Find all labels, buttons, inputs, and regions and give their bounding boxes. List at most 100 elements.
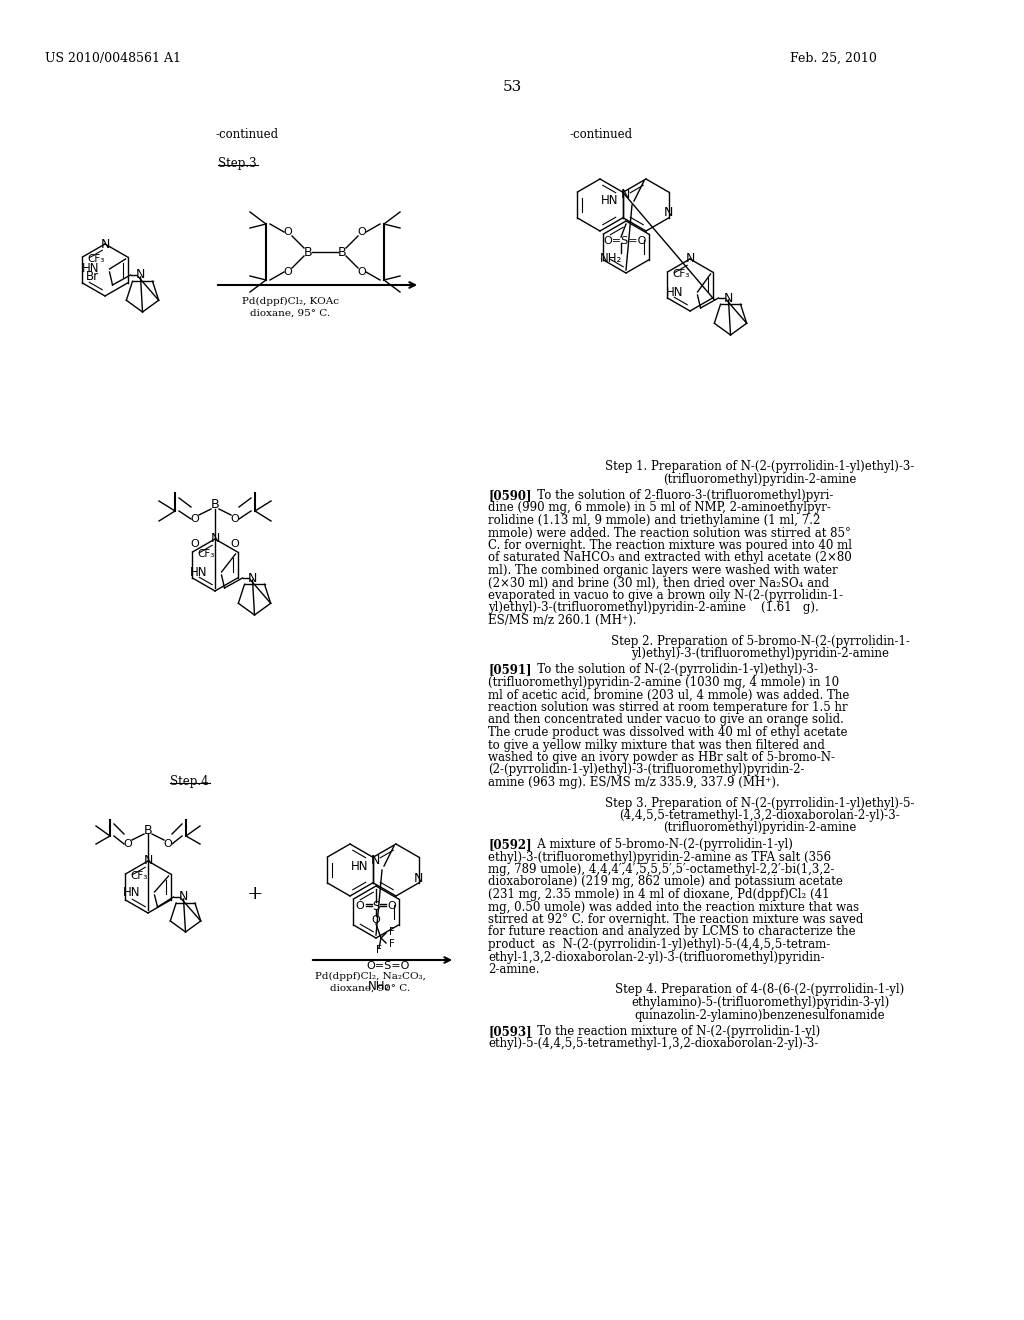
Text: yl)ethyl)-3-(trifluoromethyl)pyridin-2-amine    (1.61   g).: yl)ethyl)-3-(trifluoromethyl)pyridin-2-a…: [488, 602, 819, 615]
Text: N: N: [685, 252, 694, 265]
Text: O: O: [357, 267, 367, 277]
Text: O: O: [230, 513, 240, 524]
Text: [0592]: [0592]: [488, 838, 531, 851]
Text: ethyl)-3-(trifluoromethyl)pyridin-2-amine as TFA salt (356: ethyl)-3-(trifluoromethyl)pyridin-2-amin…: [488, 850, 831, 863]
Text: quinazolin-2-ylamino)benzenesulfonamide: quinazolin-2-ylamino)benzenesulfonamide: [635, 1008, 886, 1022]
Text: Step 1. Preparation of N-(2-(pyrrolidin-1-yl)ethyl)-3-: Step 1. Preparation of N-(2-(pyrrolidin-…: [605, 459, 914, 473]
Text: To the solution of N-(2-(pyrrolidin-1-yl)ethyl)-3-: To the solution of N-(2-(pyrrolidin-1-yl…: [526, 664, 818, 676]
Text: F: F: [376, 945, 382, 954]
Text: N: N: [621, 189, 630, 202]
Text: (2-(pyrrolidin-1-yl)ethyl)-3-(trifluoromethyl)pyridin-2-: (2-(pyrrolidin-1-yl)ethyl)-3-(trifluorom…: [488, 763, 805, 776]
Text: and then concentrated under vacuo to give an orange solid.: and then concentrated under vacuo to giv…: [488, 714, 844, 726]
Text: ethylamino)-5-(trifluoromethyl)pyridin-3-yl): ethylamino)-5-(trifluoromethyl)pyridin-3…: [631, 997, 889, 1008]
Text: To the solution of 2-fluoro-3-(trifluoromethyl)pyri-: To the solution of 2-fluoro-3-(trifluoro…: [526, 488, 834, 502]
Text: N: N: [371, 854, 380, 866]
Text: 53: 53: [503, 81, 521, 94]
Text: O: O: [190, 539, 200, 549]
Text: HN: HN: [666, 285, 683, 298]
Text: HN: HN: [82, 263, 99, 276]
Text: HN: HN: [190, 565, 208, 578]
Text: O: O: [388, 902, 396, 911]
Text: N: N: [136, 268, 145, 281]
Text: A mixture of 5-bromo-N-(2-(pyrrolidin-1-yl): A mixture of 5-bromo-N-(2-(pyrrolidin-1-…: [526, 838, 793, 851]
Text: evaporated in vacuo to give a brown oily N-(2-(pyrrolidin-1-: evaporated in vacuo to give a brown oily…: [488, 589, 843, 602]
Text: ES/MS m/z 260.1 (MH⁺).: ES/MS m/z 260.1 (MH⁺).: [488, 614, 637, 627]
Text: HN: HN: [350, 859, 368, 873]
Text: Pd(dppf)Cl₂, KOAc: Pd(dppf)Cl₂, KOAc: [242, 297, 339, 306]
Text: US 2010/0048561 A1: US 2010/0048561 A1: [45, 51, 181, 65]
Text: yl)ethyl)-3-(trifluoromethyl)pyridin-2-amine: yl)ethyl)-3-(trifluoromethyl)pyridin-2-a…: [631, 647, 889, 660]
Text: 2-amine.: 2-amine.: [488, 964, 540, 975]
Text: O: O: [230, 539, 240, 549]
Text: B: B: [143, 824, 153, 837]
Text: NH₂: NH₂: [600, 252, 623, 265]
Text: B: B: [338, 246, 346, 259]
Text: Step.3: Step.3: [218, 157, 257, 170]
Text: [0590]: [0590]: [488, 488, 531, 502]
Text: (trifluoromethyl)pyridin-2-amine: (trifluoromethyl)pyridin-2-amine: [664, 473, 857, 486]
Text: CF₃: CF₃: [130, 871, 147, 880]
Text: Step 2. Preparation of 5-bromo-N-(2-(pyrrolidin-1-: Step 2. Preparation of 5-bromo-N-(2-(pyr…: [610, 635, 909, 648]
Text: for future reaction and analyzed by LCMS to characterize the: for future reaction and analyzed by LCMS…: [488, 925, 856, 939]
Text: O=S=O: O=S=O: [603, 236, 646, 246]
Text: Step.4: Step.4: [170, 775, 209, 788]
Text: O: O: [124, 840, 132, 849]
Text: [0593]: [0593]: [488, 1026, 531, 1038]
Text: to give a yellow milky mixture that was then filtered and: to give a yellow milky mixture that was …: [488, 738, 825, 751]
Text: (trifluoromethyl)pyridin-2-amine: (trifluoromethyl)pyridin-2-amine: [664, 821, 857, 834]
Text: -continued: -continued: [570, 128, 633, 141]
Text: Feb. 25, 2010: Feb. 25, 2010: [790, 51, 877, 65]
Text: mg, 789 umole), 4,4,4′,4′,5,5,5′,5′-octamethyl-2,2′-bi(1,3,2-: mg, 789 umole), 4,4,4′,4′,5,5,5′,5′-octa…: [488, 863, 835, 876]
Text: F: F: [389, 927, 395, 937]
Text: rolidine (1.13 ml, 9 mmole) and triethylamine (1 ml, 7.2: rolidine (1.13 ml, 9 mmole) and triethyl…: [488, 513, 820, 527]
Text: O: O: [190, 513, 200, 524]
Text: [0591]: [0591]: [488, 664, 531, 676]
Text: N: N: [724, 292, 733, 305]
Text: stirred at 92° C. for overnight. The reaction mixture was saved: stirred at 92° C. for overnight. The rea…: [488, 913, 863, 927]
Text: (4,4,5,5-tetramethyl-1,3,2-dioxaborolan-2-yl)-3-: (4,4,5,5-tetramethyl-1,3,2-dioxaborolan-…: [620, 809, 900, 822]
Text: (2×30 ml) and brine (30 ml), then dried over Na₂SO₄ and: (2×30 ml) and brine (30 ml), then dried …: [488, 577, 829, 590]
Text: ml of acetic acid, bromine (203 ul, 4 mmole) was added. The: ml of acetic acid, bromine (203 ul, 4 mm…: [488, 689, 849, 701]
Text: product  as  N-(2-(pyrrolidin-1-yl)ethyl)-5-(4,4,5,5-tetram-: product as N-(2-(pyrrolidin-1-yl)ethyl)-…: [488, 939, 830, 950]
Text: C. for overnight. The reaction mixture was poured into 40 ml: C. for overnight. The reaction mixture w…: [488, 539, 852, 552]
Text: of saturated NaHCO₃ and extracted with ethyl acetate (2×80: of saturated NaHCO₃ and extracted with e…: [488, 552, 852, 565]
Text: The crude product was dissolved with 40 ml of ethyl acetate: The crude product was dissolved with 40 …: [488, 726, 848, 739]
Text: CF₃: CF₃: [87, 253, 104, 264]
Text: N: N: [179, 891, 188, 903]
Text: O: O: [357, 227, 367, 238]
Text: B: B: [304, 246, 312, 259]
Text: mmole) were added. The reaction solution was stirred at 85°: mmole) were added. The reaction solution…: [488, 527, 851, 540]
Text: O=S=O: O=S=O: [366, 961, 410, 972]
Text: dioxaborolane) (219 mg, 862 umole) and potassium acetate: dioxaborolane) (219 mg, 862 umole) and p…: [488, 875, 843, 888]
Text: Pd(dppf)Cl₂, Na₂CO₃,: Pd(dppf)Cl₂, Na₂CO₃,: [314, 972, 425, 981]
Text: N: N: [210, 532, 220, 545]
Text: N: N: [664, 206, 673, 219]
Text: +: +: [247, 884, 263, 903]
Text: Step 3. Preparation of N-(2-(pyrrolidin-1-yl)ethyl)-5-: Step 3. Preparation of N-(2-(pyrrolidin-…: [605, 796, 914, 809]
Text: O: O: [284, 227, 293, 238]
Text: dine (990 mg, 6 mmole) in 5 ml of NMP, 2-aminoethylpyr-: dine (990 mg, 6 mmole) in 5 ml of NMP, 2…: [488, 502, 830, 515]
Text: amine (963 mg). ES/MS m/z 335.9, 337.9 (MH⁺).: amine (963 mg). ES/MS m/z 335.9, 337.9 (…: [488, 776, 779, 789]
Text: reaction solution was stirred at room temperature for 1.5 hr: reaction solution was stirred at room te…: [488, 701, 848, 714]
Text: (231 mg, 2.35 mmole) in 4 ml of dioxane, Pd(dppf)Cl₂ (41: (231 mg, 2.35 mmole) in 4 ml of dioxane,…: [488, 888, 829, 902]
Text: dioxane, 90° C.: dioxane, 90° C.: [330, 983, 410, 993]
Text: B: B: [211, 499, 219, 511]
Text: (trifluoromethyl)pyridin-2-amine (1030 mg, 4 mmole) in 10: (trifluoromethyl)pyridin-2-amine (1030 m…: [488, 676, 839, 689]
Text: To the reaction mixture of N-(2-(pyrrolidin-1-yl): To the reaction mixture of N-(2-(pyrroli…: [526, 1026, 820, 1038]
Text: Step 4. Preparation of 4-(8-(6-(2-(pyrrolidin-1-yl): Step 4. Preparation of 4-(8-(6-(2-(pyrro…: [615, 983, 904, 997]
Text: ethyl)-5-(4,4,5,5-tetramethyl-1,3,2-dioxaborolan-2-yl)-3-: ethyl)-5-(4,4,5,5-tetramethyl-1,3,2-diox…: [488, 1038, 818, 1051]
Text: CF₃: CF₃: [198, 549, 215, 558]
Text: S: S: [373, 899, 380, 912]
Text: ethyl-1,3,2-dioxaborolan-2-yl)-3-(trifluoromethyl)pyridin-: ethyl-1,3,2-dioxaborolan-2-yl)-3-(triflu…: [488, 950, 824, 964]
Text: N: N: [414, 871, 423, 884]
Text: Br: Br: [85, 271, 98, 284]
Text: NH₂: NH₂: [368, 979, 390, 993]
Text: N: N: [100, 238, 110, 251]
Text: N: N: [248, 572, 257, 585]
Text: O: O: [372, 915, 380, 925]
Text: HN: HN: [123, 886, 140, 899]
Text: washed to give an ivory powder as HBr salt of 5-bromo-N-: washed to give an ivory powder as HBr sa…: [488, 751, 835, 764]
Text: mg, 0.50 umole) was added into the reaction mixture that was: mg, 0.50 umole) was added into the react…: [488, 900, 859, 913]
Text: O: O: [355, 902, 365, 911]
Text: N: N: [143, 854, 153, 867]
